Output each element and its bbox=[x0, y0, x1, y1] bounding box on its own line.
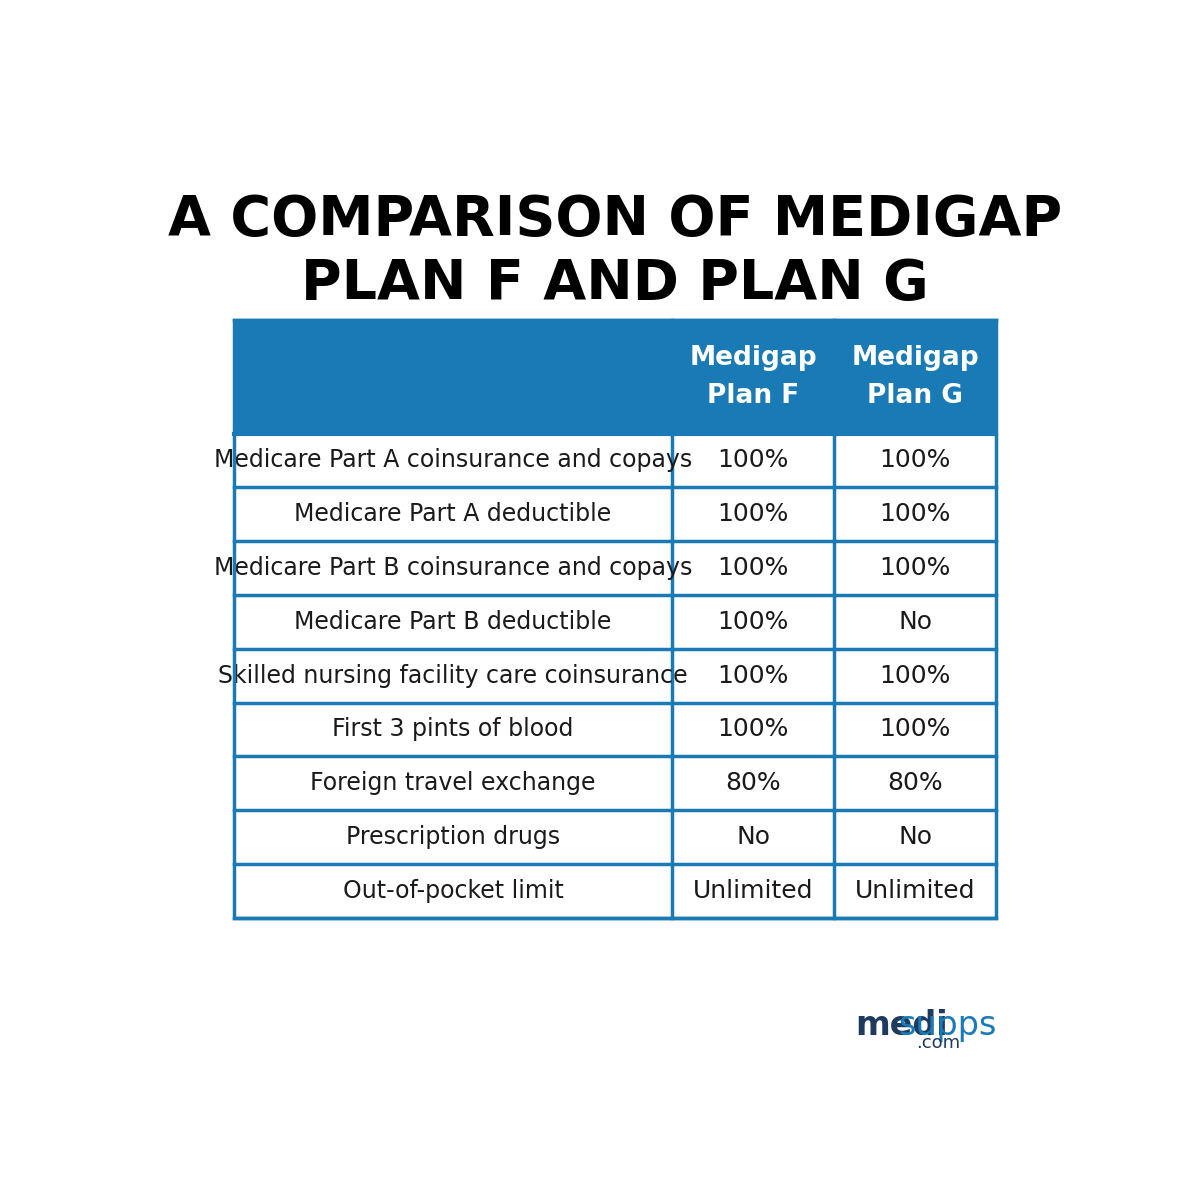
Text: 80%: 80% bbox=[726, 772, 781, 796]
Text: Medicare Part A deductible: Medicare Part A deductible bbox=[294, 503, 612, 527]
Bar bbox=[234, 433, 996, 487]
Text: A COMPARISON OF MEDIGAP
PLAN F AND PLAN G: A COMPARISON OF MEDIGAP PLAN F AND PLAN … bbox=[168, 192, 1062, 311]
Text: 100%: 100% bbox=[880, 556, 950, 580]
Text: Medicare Part B deductible: Medicare Part B deductible bbox=[294, 610, 612, 634]
Text: Unlimited: Unlimited bbox=[692, 878, 814, 902]
Text: 100%: 100% bbox=[880, 718, 950, 742]
Bar bbox=[234, 864, 996, 918]
Text: First 3 pints of blood: First 3 pints of blood bbox=[332, 718, 574, 742]
Bar bbox=[234, 319, 996, 918]
Text: Medicare Part B coinsurance and copays: Medicare Part B coinsurance and copays bbox=[214, 556, 692, 580]
Text: Prescription drugs: Prescription drugs bbox=[346, 826, 560, 850]
Text: 100%: 100% bbox=[718, 610, 788, 634]
Bar bbox=[234, 702, 996, 756]
Bar bbox=[234, 810, 996, 864]
Text: supps: supps bbox=[899, 1009, 997, 1042]
Text: 100%: 100% bbox=[880, 449, 950, 473]
Text: Medicare Part A coinsurance and copays: Medicare Part A coinsurance and copays bbox=[214, 449, 692, 473]
Text: 100%: 100% bbox=[718, 556, 788, 580]
Text: 100%: 100% bbox=[880, 503, 950, 527]
Text: No: No bbox=[737, 826, 770, 850]
Text: Unlimited: Unlimited bbox=[856, 878, 976, 902]
Text: 100%: 100% bbox=[718, 664, 788, 688]
Text: Medigap
Plan F: Medigap Plan F bbox=[690, 344, 817, 408]
Text: No: No bbox=[899, 610, 932, 634]
Text: 100%: 100% bbox=[718, 449, 788, 473]
Text: Out-of-pocket limit: Out-of-pocket limit bbox=[342, 878, 563, 902]
Bar bbox=[234, 595, 996, 649]
Text: Skilled nursing facility care coinsurance: Skilled nursing facility care coinsuranc… bbox=[218, 664, 688, 688]
Text: Medigap
Plan G: Medigap Plan G bbox=[852, 344, 979, 408]
Text: No: No bbox=[899, 826, 932, 850]
Text: 100%: 100% bbox=[718, 503, 788, 527]
Text: 80%: 80% bbox=[888, 772, 943, 796]
Bar bbox=[234, 649, 996, 702]
Text: Foreign travel exchange: Foreign travel exchange bbox=[310, 772, 595, 796]
Bar bbox=[234, 487, 996, 541]
Text: 100%: 100% bbox=[880, 664, 950, 688]
Text: medi: medi bbox=[856, 1009, 948, 1042]
Text: .com: .com bbox=[917, 1034, 961, 1052]
Text: 100%: 100% bbox=[718, 718, 788, 742]
Bar bbox=[234, 319, 996, 433]
Bar bbox=[234, 756, 996, 810]
Bar bbox=[234, 541, 996, 595]
